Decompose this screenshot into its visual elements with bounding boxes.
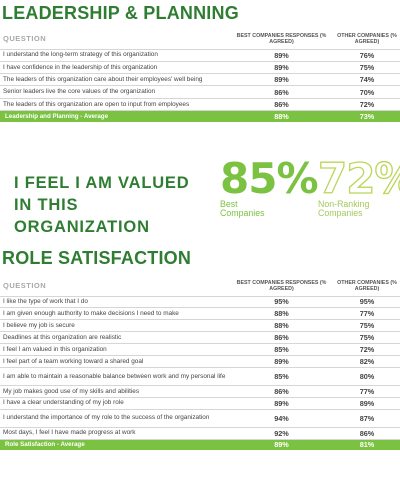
non-ranking-value: 72%	[317, 154, 400, 203]
other-value: 77%	[334, 385, 400, 398]
best-value: 85%	[229, 343, 334, 356]
question-text: I understand the importance of my role t…	[0, 409, 229, 428]
question-text: Deadlines at this organization are reali…	[0, 331, 229, 345]
average-row: Leadership and Planning - Average 88% 73…	[0, 110, 400, 123]
table-row: The leaders of this organization care ab…	[0, 73, 400, 87]
other-value: 75%	[334, 61, 400, 75]
table-row: Most days, I feel I have made progress a…	[0, 427, 400, 440]
other-value: 87%	[334, 409, 400, 428]
valued-statement: I FEEL I AM VALUED IN THIS ORGANIZATION	[14, 174, 190, 236]
section-title-role-satisfaction: ROLE SATISFACTION	[2, 248, 192, 268]
table-row: I am able to maintain a reasonable balan…	[0, 367, 400, 386]
best-companies-value: 85%	[220, 154, 319, 203]
best-value: 89%	[229, 355, 334, 368]
best-value: 86%	[229, 85, 334, 99]
best-value: 86%	[229, 98, 334, 111]
question-text: The leaders of this organization care ab…	[0, 73, 229, 87]
other-header: OTHER COMPANIES (% AGREED)	[334, 276, 400, 297]
other-value: 75%	[334, 331, 400, 345]
table-row: I am given enough authority to make deci…	[0, 307, 400, 321]
best-value: 86%	[229, 385, 334, 398]
best-companies-stat: 85% Best Companies	[220, 154, 319, 218]
table-header: QUESTION BEST COMPANIES RESPONSES (% AGR…	[0, 29, 400, 50]
question-text: I have confidence in the leadership of t…	[0, 61, 229, 75]
question-text: I have a clear understanding of my job r…	[0, 397, 229, 410]
average-best: 88%	[229, 110, 334, 123]
non-ranking-stat: 72% Non-Ranking Companies	[317, 154, 400, 218]
other-value: 95%	[334, 296, 400, 309]
best-value: 89%	[229, 49, 334, 62]
other-value: 74%	[334, 73, 400, 87]
other-value: 72%	[334, 343, 400, 356]
best-value: 95%	[229, 296, 334, 309]
other-value: 80%	[334, 367, 400, 386]
question-header: QUESTION	[0, 276, 229, 297]
table-row: The leaders of this organization are ope…	[0, 98, 400, 111]
question-text: I understand the long-term strategy of t…	[0, 49, 229, 62]
section-title-leadership: LEADERSHIP & PLANNING	[2, 3, 239, 23]
table-row: I understand the long-term strategy of t…	[0, 49, 400, 62]
best-header: BEST COMPANIES RESPONSES (% AGREED)	[229, 29, 334, 50]
other-value: 82%	[334, 355, 400, 368]
best-value: 89%	[229, 73, 334, 87]
table-header: QUESTION BEST COMPANIES RESPONSES (% AGR…	[0, 276, 400, 297]
question-text: Most days, I feel I have made progress a…	[0, 427, 229, 440]
question-header: QUESTION	[0, 29, 229, 50]
other-value: 75%	[334, 319, 400, 333]
best-value: 89%	[229, 397, 334, 410]
other-value: 70%	[334, 85, 400, 99]
question-text: My job makes good use of my skills and a…	[0, 385, 229, 398]
other-value: 86%	[334, 427, 400, 440]
table-row: I believe my job is secure 88% 75%	[0, 319, 400, 333]
leadership-table: QUESTION BEST COMPANIES RESPONSES (% AGR…	[0, 29, 400, 123]
question-text: The leaders of this organization are ope…	[0, 98, 229, 111]
best-value: 92%	[229, 427, 334, 440]
table-row: I have a clear understanding of my job r…	[0, 397, 400, 410]
question-text: I am able to maintain a reasonable balan…	[0, 367, 229, 386]
average-other: 73%	[334, 110, 400, 123]
question-text: I feel I am valued in this organization	[0, 343, 229, 356]
table-row: My job makes good use of my skills and a…	[0, 385, 400, 398]
question-text: I am given enough authority to make deci…	[0, 307, 229, 321]
role-satisfaction-table: QUESTION BEST COMPANIES RESPONSES (% AGR…	[0, 276, 400, 451]
average-label: Role Satisfaction - Average	[0, 439, 229, 451]
average-row: Role Satisfaction - Average 89% 81%	[0, 439, 400, 451]
table-row: Deadlines at this organization are reali…	[0, 331, 400, 345]
other-value: 72%	[334, 98, 400, 111]
best-value: 88%	[229, 307, 334, 321]
table-row: I feel part of a team working toward a s…	[0, 355, 400, 368]
other-value: 89%	[334, 397, 400, 410]
average-other: 81%	[334, 439, 400, 451]
other-header: OTHER COMPANIES (% AGREED)	[334, 29, 400, 50]
best-value: 86%	[229, 331, 334, 345]
best-value: 88%	[229, 319, 334, 333]
question-text: I feel part of a team working toward a s…	[0, 355, 229, 368]
non-ranking-label: Non-Ranking Companies	[318, 199, 370, 218]
other-value: 77%	[334, 307, 400, 321]
best-value: 89%	[229, 61, 334, 75]
table-row: I have confidence in the leadership of t…	[0, 61, 400, 75]
other-value: 76%	[334, 49, 400, 62]
best-companies-label: Best Companies	[220, 199, 265, 218]
question-text: I like the type of work that I do	[0, 296, 229, 309]
best-value: 94%	[229, 409, 334, 428]
question-text: Senior leaders live the core values of t…	[0, 85, 229, 99]
table-row: I like the type of work that I do 95% 95…	[0, 296, 400, 309]
best-value: 85%	[229, 367, 334, 386]
average-best: 89%	[229, 439, 334, 451]
question-text: I believe my job is secure	[0, 319, 229, 333]
table-row: I understand the importance of my role t…	[0, 409, 400, 428]
average-label: Leadership and Planning - Average	[0, 110, 229, 123]
table-row: I feel I am valued in this organization …	[0, 343, 400, 356]
table-row: Senior leaders live the core values of t…	[0, 85, 400, 99]
best-header: BEST COMPANIES RESPONSES (% AGREED)	[229, 276, 334, 297]
